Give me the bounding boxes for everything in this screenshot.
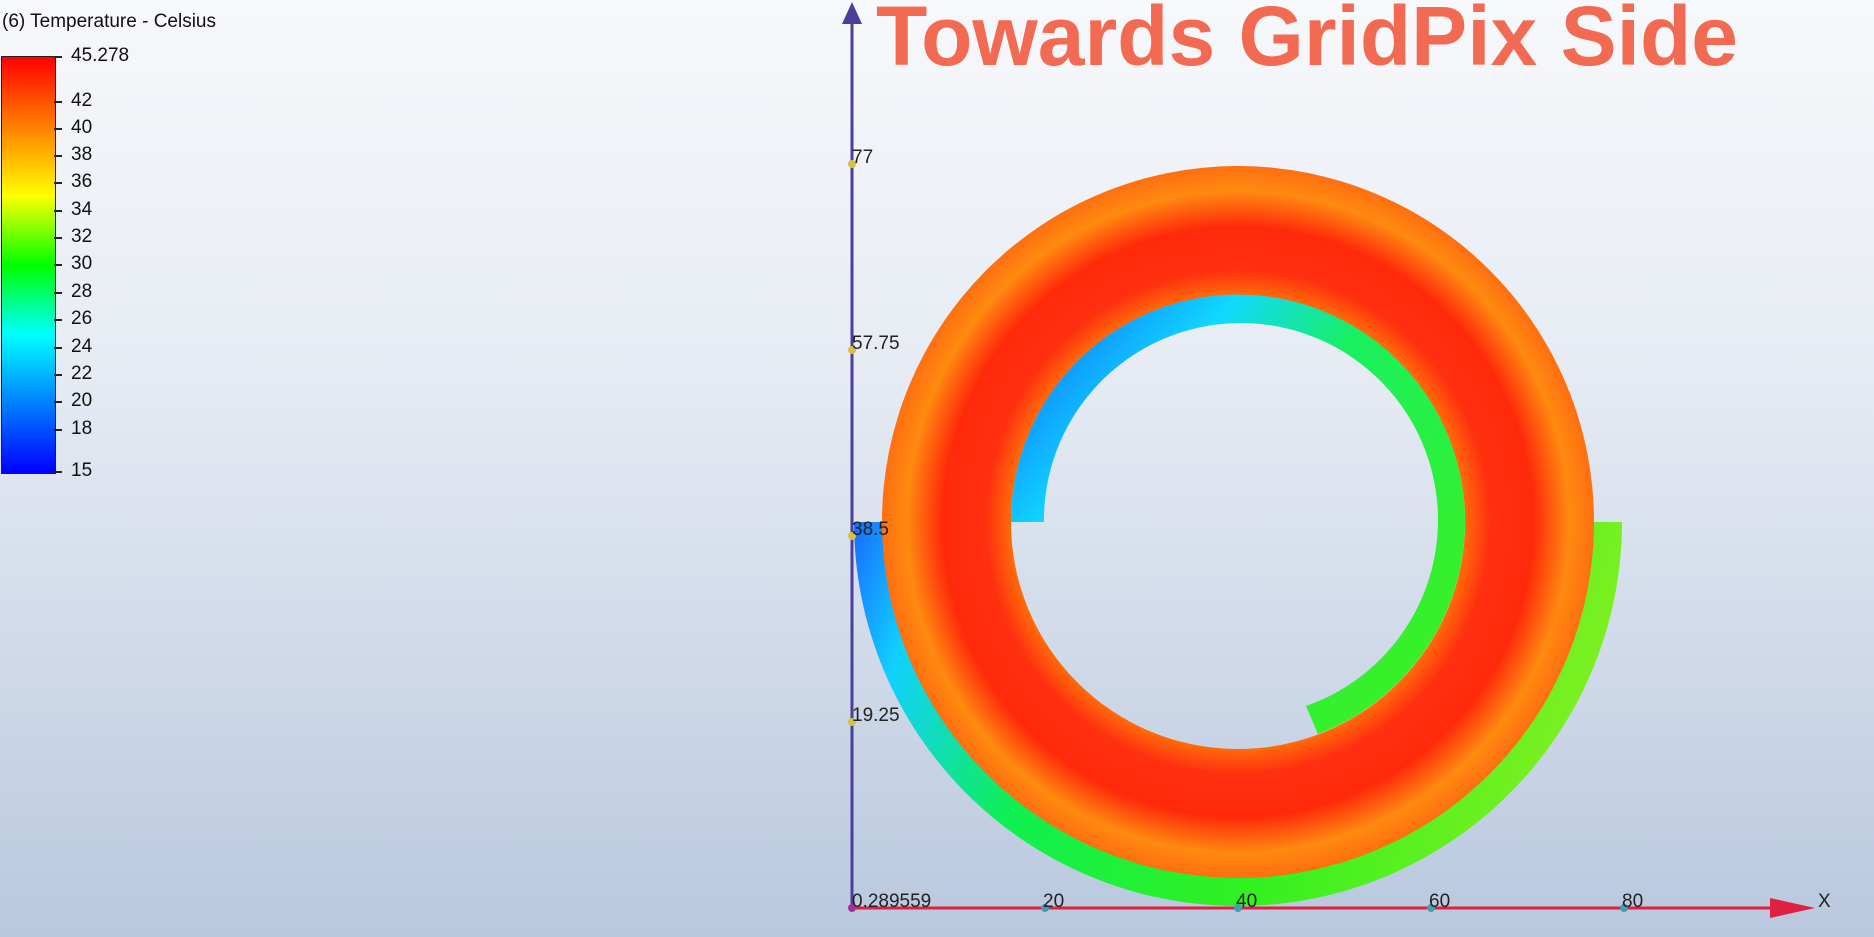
y-tick-marker bbox=[848, 346, 856, 354]
x-axis-arrow-icon bbox=[1770, 898, 1815, 918]
legend-label: 18 bbox=[71, 418, 93, 439]
legend-label-min: 15 bbox=[71, 460, 93, 481]
legend-tick bbox=[54, 182, 62, 184]
legend-tick bbox=[54, 374, 62, 376]
legend-tick bbox=[54, 128, 62, 130]
legend-label: 36 bbox=[71, 171, 93, 192]
legend-label: 26 bbox=[71, 308, 93, 329]
inner-cooling-channel[interactable] bbox=[1010, 294, 1465, 734]
legend-tick bbox=[54, 429, 62, 431]
x-tick-marker bbox=[1620, 904, 1628, 912]
legend-label: 40 bbox=[71, 117, 93, 138]
legend-label: 30 bbox=[71, 253, 93, 274]
origin-marker bbox=[848, 904, 856, 912]
legend-label: 28 bbox=[71, 281, 93, 302]
x-axis-name: X bbox=[1818, 891, 1831, 912]
legend-title: (6) Temperature - Celsius bbox=[2, 11, 217, 32]
x-tick-label: 20 bbox=[1043, 891, 1065, 912]
y-tick-marker bbox=[848, 532, 856, 540]
y-tick-label: 38.5 bbox=[852, 519, 889, 540]
legend-tick bbox=[54, 101, 62, 103]
x-tick-marker bbox=[1234, 904, 1242, 912]
legend-label: 42 bbox=[71, 90, 93, 111]
y-tick-label: 57.75 bbox=[852, 333, 900, 354]
legend-label-max: 45.278 bbox=[71, 45, 130, 66]
x-tick-marker bbox=[1427, 904, 1435, 912]
legend-label: 24 bbox=[71, 336, 93, 357]
y-tick-label: 19.25 bbox=[852, 705, 900, 726]
legend-tick bbox=[54, 319, 62, 321]
banner-title: Towards GridPix Side bbox=[876, 0, 1738, 83]
legend-tick bbox=[54, 347, 62, 349]
x-tick-label: 60 bbox=[1429, 891, 1451, 912]
origin-label: 0.289559 bbox=[852, 891, 932, 912]
legend-label: 20 bbox=[71, 390, 93, 411]
x-tick-label: 40 bbox=[1236, 891, 1258, 912]
legend-tick bbox=[54, 292, 62, 294]
x-tick-label: 80 bbox=[1622, 891, 1644, 912]
y-tick-marker bbox=[848, 160, 856, 168]
legend-tick bbox=[54, 210, 62, 212]
legend-tick bbox=[54, 155, 62, 157]
heated-ring[interactable] bbox=[882, 166, 1594, 878]
x-tick-marker bbox=[1041, 904, 1049, 912]
legend-tick bbox=[54, 401, 62, 403]
legend-tick bbox=[54, 56, 62, 58]
legend-label: 22 bbox=[71, 363, 93, 384]
legend-label: 34 bbox=[71, 199, 93, 220]
y-tick-marker bbox=[848, 718, 856, 726]
y-axis-arrow-icon bbox=[842, 2, 862, 24]
legend-label: 32 bbox=[71, 226, 93, 247]
legend-label: 38 bbox=[71, 144, 93, 165]
legend-tick bbox=[54, 471, 62, 473]
legend-tick bbox=[54, 237, 62, 239]
y-tick-label: 77 bbox=[852, 147, 874, 168]
legend-tick bbox=[54, 264, 62, 266]
